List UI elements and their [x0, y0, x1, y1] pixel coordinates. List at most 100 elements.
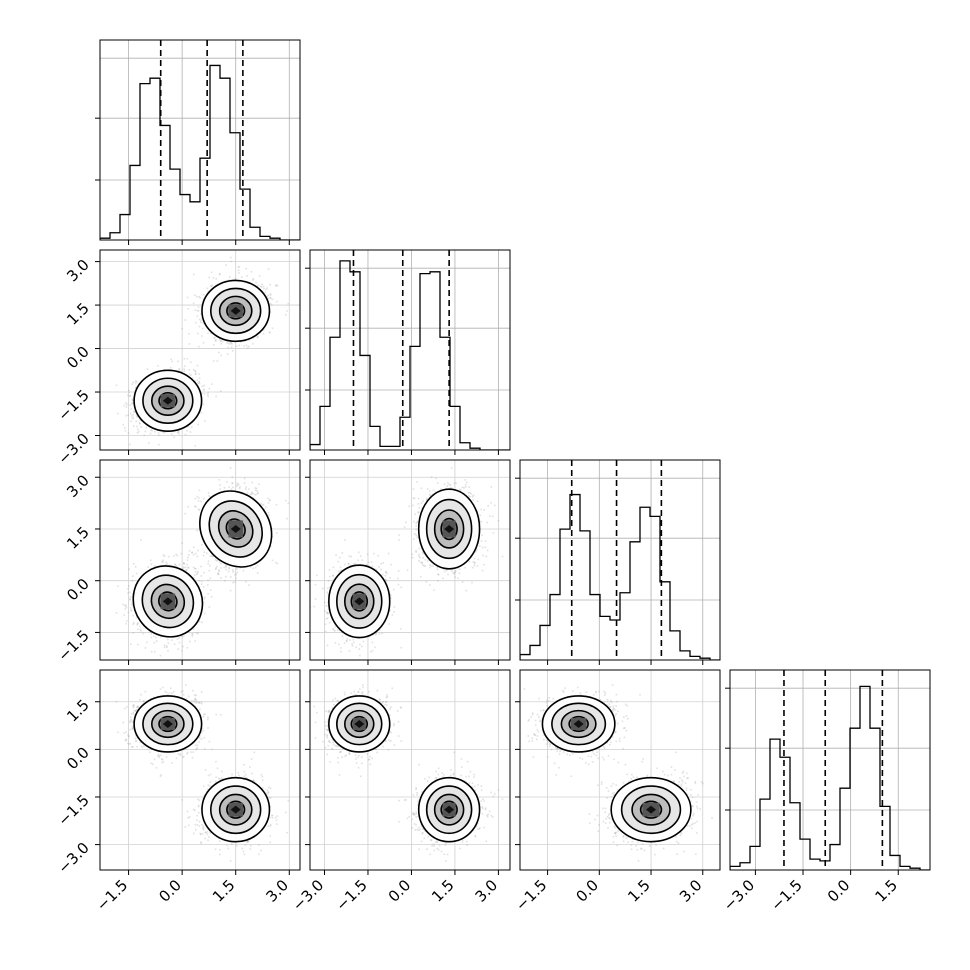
- scatter-point: [246, 275, 249, 277]
- scatter-point: [208, 276, 211, 279]
- scatter-point: [115, 384, 118, 387]
- scatter-point: [218, 351, 220, 354]
- scatter-point: [206, 552, 208, 555]
- scatter-point: [218, 272, 221, 275]
- scatter-point: [196, 309, 199, 312]
- scatter-point: [198, 509, 200, 512]
- scatter-point: [203, 393, 206, 395]
- scatter-point: [170, 358, 172, 361]
- scatter-point: [132, 623, 135, 625]
- scatter-point: [208, 606, 211, 608]
- scatter-point: [117, 412, 119, 415]
- scatter-point: [220, 567, 222, 569]
- scatter-point: [183, 370, 186, 372]
- scatter-point: [212, 360, 215, 362]
- scatter-point: [276, 300, 278, 303]
- scatter-point: [260, 286, 263, 289]
- scatter-point: [135, 616, 138, 619]
- scatter-point: [129, 395, 131, 397]
- scatter-point: [162, 561, 164, 563]
- scatter-point: [158, 434, 160, 436]
- scatter-point: [260, 285, 262, 287]
- scatter-point: [130, 415, 133, 417]
- scatter-point: [196, 295, 198, 298]
- scatter-point: [267, 297, 270, 300]
- scatter-point: [176, 431, 179, 434]
- scatter-point: [163, 644, 166, 647]
- scatter-point: [266, 287, 268, 289]
- y-tick-label-1: 1.5: [63, 299, 93, 329]
- scatter-point: [125, 414, 128, 417]
- scatter-point: [267, 294, 270, 297]
- panel-frame-1-0: [99, 249, 301, 451]
- scatter-point: [196, 572, 199, 574]
- scatter-point: [194, 369, 196, 372]
- scatter-point: [130, 408, 132, 410]
- scatter-point: [123, 404, 126, 407]
- scatter-point: [144, 430, 147, 433]
- scatter-point: [188, 373, 191, 375]
- scatter-point: [128, 389, 130, 392]
- scatter-point: [198, 373, 200, 375]
- scatter-point: [153, 641, 156, 644]
- scatter-point: [203, 498, 205, 500]
- panel-content: [100, 40, 300, 240]
- scatter-point: [250, 493, 253, 496]
- scatter-point: [276, 284, 279, 287]
- scatter-point: [212, 277, 215, 279]
- scatter-point: [229, 589, 232, 592]
- scatter-point: [127, 592, 129, 594]
- scatter-point: [194, 309, 197, 311]
- scatter-point: [163, 555, 166, 557]
- scatter-point: [144, 647, 147, 649]
- scatter-point: [173, 643, 176, 646]
- scatter-point: [182, 645, 184, 648]
- panel-1-1: [305, 249, 511, 455]
- scatter-point: [135, 387, 137, 389]
- scatter-point: [196, 364, 199, 367]
- scatter-point: [137, 622, 139, 625]
- scatter-point: [131, 595, 134, 598]
- scatter-point: [209, 577, 212, 580]
- scatter-point: [198, 295, 200, 298]
- scatter-point: [132, 632, 134, 634]
- scatter-point: [126, 403, 128, 406]
- scatter-point: [194, 505, 196, 508]
- scatter-point: [148, 442, 150, 444]
- scatter-point: [238, 344, 241, 347]
- scatter-point: [203, 293, 205, 296]
- scatter-point: [117, 585, 119, 587]
- scatter-point: [125, 406, 128, 408]
- scatter-point: [162, 554, 165, 556]
- scatter-point: [190, 374, 192, 376]
- scatter-point: [213, 336, 216, 339]
- panel-0-0: [95, 39, 301, 245]
- scatter-point: [157, 432, 160, 434]
- scatter-point: [252, 343, 254, 345]
- scatter-point: [197, 382, 199, 385]
- scatter-point: [265, 506, 267, 508]
- scatter-point: [246, 346, 249, 349]
- scatter-point: [158, 443, 160, 446]
- scatter-point: [163, 431, 166, 434]
- scatter-point: [150, 650, 153, 653]
- scatter-point: [209, 565, 211, 567]
- scatter-point: [226, 342, 228, 344]
- scatter-point: [185, 569, 188, 571]
- scatter-point: [218, 561, 221, 564]
- scatter-point: [170, 366, 172, 369]
- scatter-point: [271, 327, 274, 330]
- scatter-point: [130, 402, 133, 405]
- scatter-point: [192, 369, 195, 371]
- scatter-point: [210, 383, 213, 385]
- scatter-point: [194, 567, 197, 570]
- scatter-point: [194, 294, 196, 296]
- scatter-point: [192, 628, 195, 631]
- scatter-point: [215, 395, 217, 398]
- scatter-point: [256, 572, 259, 574]
- scatter-point: [131, 417, 134, 420]
- scatter-point: [267, 502, 270, 504]
- scatter-point: [149, 432, 152, 435]
- scatter-point: [180, 552, 182, 555]
- scatter-point: [251, 481, 253, 484]
